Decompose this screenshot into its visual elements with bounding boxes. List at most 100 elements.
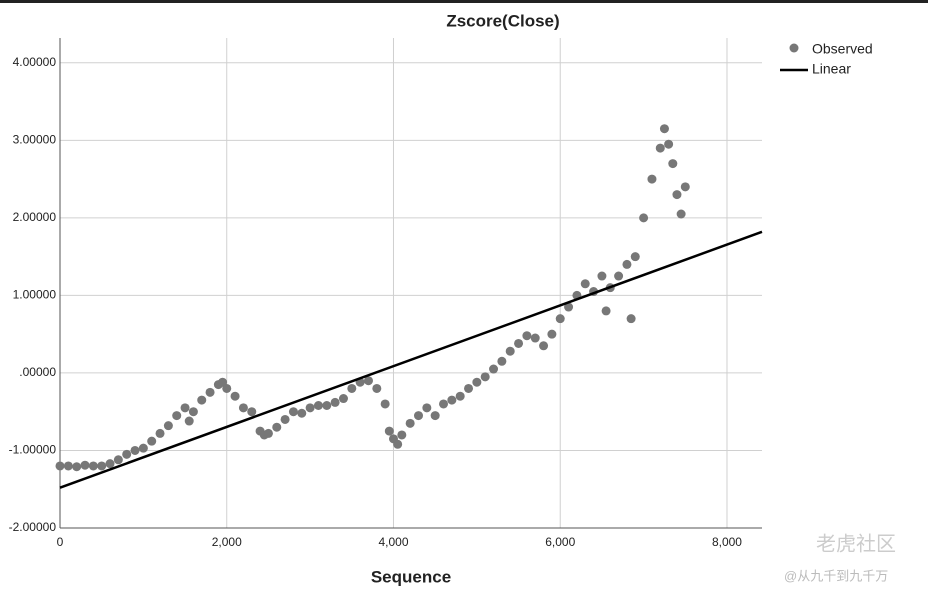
point: [313, 401, 323, 410]
point: [464, 383, 474, 393]
point: [447, 395, 457, 405]
point: [205, 387, 215, 397]
point: [347, 383, 357, 393]
point: [384, 426, 394, 436]
point: [97, 461, 107, 471]
point: [380, 399, 390, 409]
point: [414, 411, 424, 421]
point: [230, 391, 240, 401]
point: [147, 436, 157, 446]
point: [614, 271, 624, 281]
x-tick-label: 0: [57, 535, 64, 549]
x-tick-label: 2,000: [212, 535, 242, 549]
point: [330, 397, 340, 407]
point: [489, 364, 499, 374]
point: [172, 411, 182, 421]
point: [63, 461, 73, 471]
point: [363, 376, 373, 386]
point: [622, 259, 632, 269]
x-tick-label: 6,000: [545, 535, 575, 549]
point: [639, 213, 649, 223]
watermark-author: @从九千到九千万: [784, 568, 888, 583]
point: [393, 439, 403, 449]
point: [138, 443, 148, 453]
point: [188, 407, 198, 417]
point: [647, 174, 657, 184]
point: [539, 341, 549, 351]
y-tick-label: 1.00000: [13, 288, 57, 302]
point: [272, 422, 282, 432]
x-tick-label: 8,000: [712, 535, 742, 549]
point: [184, 416, 194, 426]
watermark-brand: 老虎社区: [816, 532, 896, 555]
point: [676, 209, 686, 219]
chart-title: Zscore(Close): [446, 11, 559, 30]
y-tick-label: .00000: [19, 365, 56, 379]
point: [672, 190, 682, 200]
point: [405, 418, 415, 428]
point: [664, 139, 674, 149]
point: [505, 346, 515, 356]
point: [222, 383, 232, 393]
point: [397, 430, 407, 440]
point: [297, 408, 307, 418]
point: [247, 407, 257, 417]
y-tick-label: 4.00000: [13, 55, 57, 69]
point: [601, 306, 611, 316]
point: [55, 461, 65, 471]
top-bar: [0, 0, 928, 3]
point: [580, 279, 590, 289]
point: [338, 394, 348, 404]
point: [472, 377, 482, 387]
point: [113, 455, 123, 465]
point: [80, 460, 90, 470]
point: [322, 401, 332, 410]
point: [547, 329, 557, 339]
point: [522, 331, 532, 341]
point: [122, 449, 132, 459]
point: [263, 428, 273, 438]
point: [305, 403, 315, 413]
point: [497, 356, 507, 366]
point: [455, 391, 465, 401]
fit-line: [59, 230, 763, 489]
point: [626, 314, 636, 324]
x-tick-label: 4,000: [378, 535, 408, 549]
point: [659, 124, 669, 134]
point: [180, 403, 190, 413]
point: [430, 411, 440, 421]
point: [130, 445, 140, 455]
y-tick-label: 2.00000: [13, 210, 57, 224]
point: [597, 271, 607, 281]
point: [564, 302, 574, 312]
y-tick-label: -2.00000: [9, 520, 57, 534]
point: [655, 143, 665, 153]
legend-marker: [789, 43, 799, 53]
point: [439, 399, 449, 409]
y-tick-label: -1.00000: [9, 443, 57, 457]
point: [530, 333, 540, 343]
legend-label: Observed: [812, 41, 873, 57]
point: [555, 314, 565, 324]
point: [422, 403, 432, 413]
x-axis-title: Sequence: [371, 567, 451, 586]
legend-label: Linear: [812, 61, 851, 77]
point: [238, 403, 248, 413]
point: [630, 252, 640, 262]
point: [680, 182, 690, 192]
point: [372, 383, 382, 393]
point: [280, 414, 290, 424]
point: [480, 372, 490, 382]
point: [288, 407, 298, 417]
point: [105, 459, 115, 469]
point: [163, 421, 173, 431]
point: [197, 395, 207, 405]
point: [514, 338, 524, 348]
point: [155, 428, 165, 438]
y-tick-label: 3.00000: [13, 133, 57, 147]
point: [668, 159, 678, 169]
point: [88, 461, 98, 471]
point: [72, 462, 82, 472]
